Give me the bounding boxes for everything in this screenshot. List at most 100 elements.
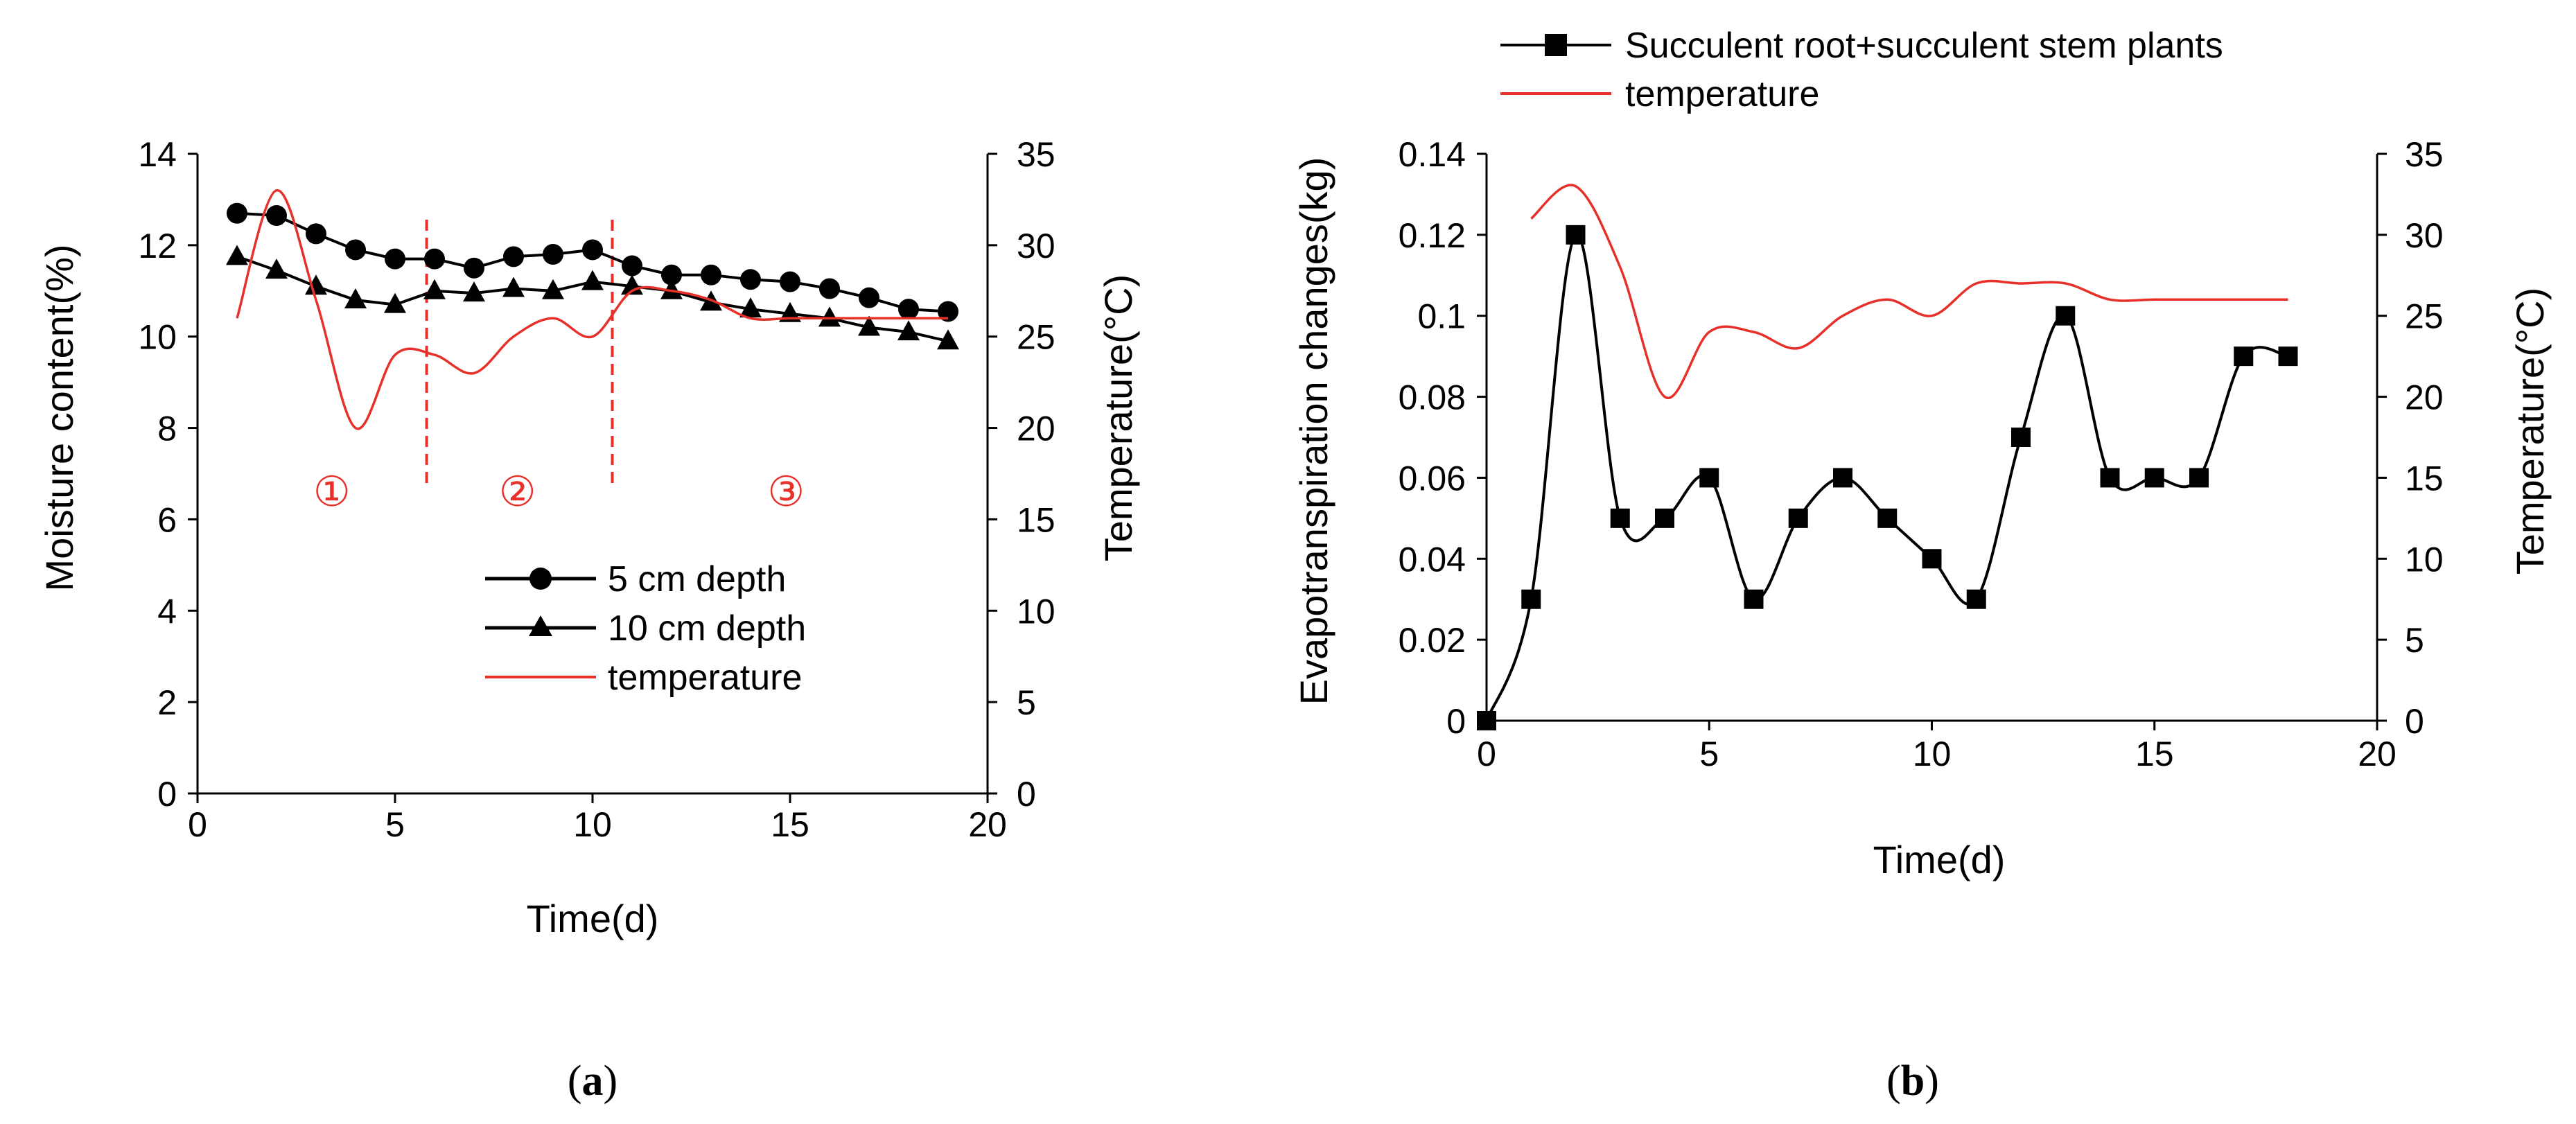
x-tick-label: 10 [573, 805, 612, 844]
x-tick-label: 15 [771, 805, 809, 844]
chart-a-legend-item-temperature: temperature [485, 658, 802, 698]
y-right-tick-label: 5 [2405, 621, 2424, 660]
data-point-square [2011, 428, 2031, 447]
y-left-tick-label: 12 [138, 227, 177, 265]
data-point-circle [266, 205, 287, 227]
data-point-square [2189, 468, 2209, 488]
data-point-triangle [502, 276, 525, 297]
data-point-square [2100, 468, 2120, 488]
y-left-tick-label: 0.02 [1399, 621, 1466, 660]
chart-a-legend-item-5cm: 5 cm depth [485, 559, 786, 599]
panel-a-letter: a [582, 1057, 604, 1105]
data-point-square [1922, 549, 1942, 569]
legend-10cm-marker [529, 615, 552, 636]
y-left-tick-label: 0.08 [1399, 378, 1466, 417]
y-left-tick-label: 6 [157, 500, 177, 539]
data-point-square [1566, 225, 1586, 245]
data-point-circle [898, 299, 919, 320]
zone-label: ③ [767, 468, 805, 516]
legend-plants-marker [1545, 34, 1567, 56]
legend-a-temperature-label: temperature [608, 658, 802, 698]
data-point-square [2234, 346, 2254, 367]
x-tick-label: 20 [968, 805, 1007, 844]
chart-a-legend-item-10cm: 10 cm depth [485, 608, 806, 649]
chart-b-legend-item-plants: Succulent root+succulent stem plants [1500, 26, 2223, 66]
chart-b-ylabel-left: Evapotranspiration changes(kg) [1292, 157, 1335, 705]
legend-b-temperature-label: temperature [1625, 74, 1819, 114]
data-point-triangle [897, 320, 920, 341]
chart-panel-b: 0 5 10 15 2000.020.040.060.080.10.120.140510… [1292, 26, 2552, 1105]
data-point-circle [306, 223, 326, 245]
data-point-triangle [779, 301, 801, 322]
legend-10cm-label: 10 cm depth [608, 608, 806, 649]
data-point-square [1877, 508, 1898, 528]
y-left-tick-label: 2 [157, 683, 177, 722]
series-line-a-2 [236, 188, 948, 430]
chart-a-xlabel: Time(d) [527, 897, 659, 940]
chart-b-axes [1477, 152, 2387, 730]
data-point-triangle [226, 245, 248, 265]
y-right-tick-label: 35 [1017, 135, 1055, 174]
y-left-tick-label: 0.04 [1399, 540, 1466, 579]
y-left-tick-label: 4 [157, 592, 177, 631]
data-point-square [1655, 508, 1674, 528]
data-point-square [1521, 589, 1541, 609]
x-tick-label: 0 [1477, 735, 1496, 773]
data-point-triangle [423, 279, 446, 299]
y-left-tick-label: 0.06 [1399, 459, 1466, 498]
y-left-tick-label: 0.1 [1417, 297, 1466, 336]
data-point-square [1788, 508, 1808, 528]
y-right-tick-label: 20 [2405, 378, 2444, 417]
chart-b-ylabel-right: Temperature(°C) [2508, 288, 2552, 575]
y-left-tick-label: 8 [157, 410, 177, 448]
data-point-triangle [937, 329, 959, 350]
zone-label: ① [313, 468, 351, 516]
data-point-triangle [305, 274, 327, 295]
data-point-circle [661, 264, 682, 286]
legend-plants-label: Succulent root+succulent stem plants [1625, 26, 2223, 66]
y-right-tick-label: 15 [1017, 500, 1055, 539]
y-right-tick-label: 0 [1017, 775, 1036, 814]
panel-b-label: (b) [1886, 1057, 1939, 1105]
zone-label: ② [499, 468, 536, 516]
panel-b-letter: b [1901, 1057, 1925, 1105]
data-point-square [1744, 589, 1764, 609]
data-point-triangle [739, 297, 762, 318]
chart-a-ylabel-right: Temperature(°C) [1096, 274, 1140, 562]
data-point-circle [424, 248, 445, 270]
data-point-circle [780, 271, 800, 292]
data-point-square [1966, 589, 1986, 609]
chart-a-annotations: ① ② ③ [313, 468, 805, 516]
x-tick-label: 5 [385, 805, 405, 844]
data-point-circle [622, 255, 642, 276]
data-point-triangle [384, 292, 406, 313]
data-point-circle [740, 269, 761, 290]
data-point-triangle [660, 279, 683, 299]
series-line-b-1 [1530, 184, 2288, 400]
data-point-triangle [542, 279, 564, 299]
data-point-circle [859, 287, 879, 308]
data-point-circle [345, 239, 366, 261]
y-right-tick-label: 10 [2405, 540, 2444, 579]
data-point-triangle [818, 306, 841, 327]
chart-panel-a: 0 5 10 15 20 0 2 4 6 8 10 12 14 0 5 10 15 20 25 30 35 ① ② ③ Ti… [37, 135, 1140, 1105]
data-point-square [1699, 468, 1719, 488]
chart-b-xlabel: Time(d) [1873, 838, 2006, 881]
chart-a-series [226, 188, 959, 430]
y-right-tick-label: 25 [2405, 297, 2444, 336]
data-point-circle [582, 239, 603, 261]
y-left-tick-label: 0 [1446, 702, 1466, 741]
panel-a-label: (a) [568, 1057, 617, 1105]
chart-b-legend-item-temperature: temperature [1500, 74, 1819, 114]
y-right-tick-label: 25 [1017, 318, 1055, 357]
chart-b-series [1477, 184, 2298, 730]
data-point-circle [385, 248, 405, 270]
data-point-circle [464, 257, 484, 279]
y-right-tick-label: 30 [2405, 216, 2444, 255]
data-point-circle [819, 278, 840, 299]
data-point-square [1610, 508, 1630, 528]
x-tick-label: 15 [2135, 735, 2174, 773]
y-right-tick-label: 15 [2405, 459, 2444, 498]
